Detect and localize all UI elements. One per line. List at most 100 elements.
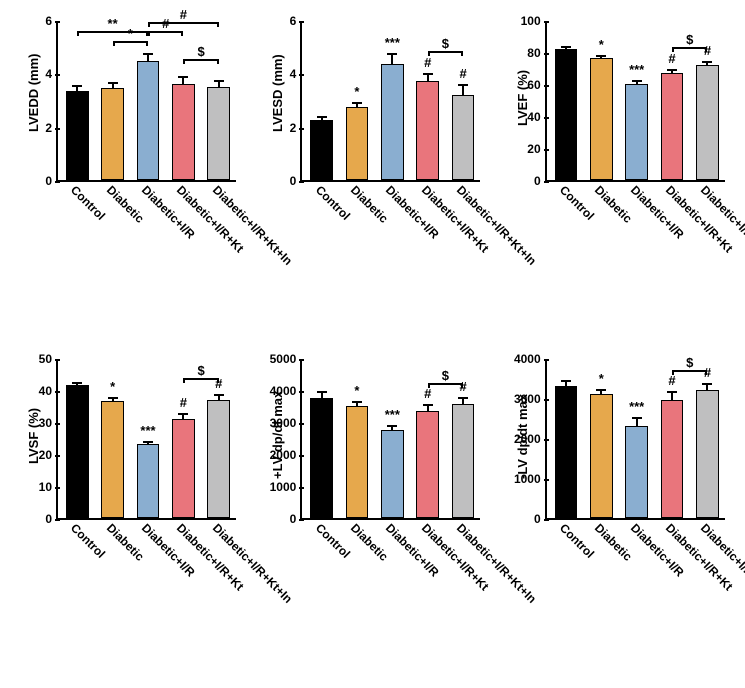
error-bar xyxy=(636,417,638,427)
bar xyxy=(416,81,439,180)
bar xyxy=(310,398,333,518)
significance-marker: *** xyxy=(629,63,644,76)
y-tick: 0 xyxy=(534,512,547,526)
plot-area: 0246ControlDiabeticDiabetic+I/RDiabetic+… xyxy=(56,22,236,182)
y-tick: 20 xyxy=(527,142,546,156)
panel-posLVdpdt: +LV dp/dt max010002000300040005000Contro… xyxy=(254,348,490,678)
plot-area: 0246ControlDiabetic*Diabetic+I/R***Diabe… xyxy=(300,22,480,182)
y-tick: 2000 xyxy=(514,432,547,446)
significance-marker: *** xyxy=(385,408,400,421)
plot-area: 020406080100ControlDiabetic*Diabetic+I/R… xyxy=(545,22,725,182)
y-axis-label: LVESD (mm) xyxy=(270,54,285,132)
bar xyxy=(452,404,475,518)
x-tick-label: Control xyxy=(312,183,352,223)
error-bar xyxy=(218,394,220,400)
y-tick: 80 xyxy=(527,46,546,60)
error-bar xyxy=(462,84,464,96)
plot-area: 010002000300040005000ControlDiabetic*Dia… xyxy=(300,360,480,520)
y-tick: 1000 xyxy=(514,472,547,486)
error-bar xyxy=(182,413,184,419)
bar xyxy=(381,64,404,180)
bar xyxy=(452,95,475,180)
error-bar xyxy=(76,85,78,92)
y-tick: 40 xyxy=(527,110,546,124)
x-tick-label: Diabetic xyxy=(348,521,391,564)
significance-marker: *** xyxy=(385,36,400,49)
significance-marker: * xyxy=(354,85,359,98)
bar xyxy=(555,49,578,180)
bar xyxy=(696,65,719,180)
significance-bracket xyxy=(672,370,707,372)
x-tick-label: Control xyxy=(312,521,352,561)
bracket-label: $ xyxy=(442,37,449,50)
error-bar xyxy=(636,80,638,85)
y-tick: 0 xyxy=(45,174,58,188)
error-bar xyxy=(565,46,567,50)
bar xyxy=(625,84,648,180)
plot-area: 01000200030004000ControlDiabetic*Diabeti… xyxy=(545,360,725,520)
significance-bracket xyxy=(113,41,148,43)
y-tick: 2 xyxy=(290,121,303,135)
x-tick-label: Control xyxy=(68,183,108,223)
significance-marker: # xyxy=(424,387,431,400)
error-bar xyxy=(391,53,393,65)
bracket-label: $ xyxy=(442,369,449,382)
bracket-label: $ xyxy=(686,33,693,46)
error-bar xyxy=(147,53,149,62)
panel-LVSF: LVSF (%)01020304050ControlDiabetic*Diabe… xyxy=(10,348,246,678)
y-tick: 2000 xyxy=(270,448,303,462)
y-tick: 3000 xyxy=(514,392,547,406)
significance-marker: # xyxy=(424,56,431,69)
y-tick: 30 xyxy=(39,416,58,430)
bar xyxy=(172,419,195,518)
y-tick: 10 xyxy=(39,480,58,494)
bracket-label: $ xyxy=(197,364,204,377)
significance-marker: # xyxy=(460,67,467,80)
significance-bracket xyxy=(183,378,218,380)
panel-LVESD: LVESD (mm) 0246ControlDiabetic*Diabetic+I… xyxy=(254,10,490,340)
error-bar xyxy=(565,380,567,387)
significance-marker: *** xyxy=(629,400,644,413)
error-bar xyxy=(112,82,114,89)
significance-bracket xyxy=(672,47,707,49)
error-bar xyxy=(112,397,114,402)
panel-LVEF: LVEF (%)020406080100ControlDiabetic*Diab… xyxy=(499,10,735,340)
bar xyxy=(381,430,404,518)
bracket-label: # xyxy=(180,8,187,21)
error-bar xyxy=(356,401,358,407)
significance-marker: * xyxy=(110,380,115,393)
y-tick: 0 xyxy=(45,512,58,526)
bar xyxy=(310,120,333,180)
y-tick: 4 xyxy=(45,67,58,81)
significance-marker: * xyxy=(354,384,359,397)
y-tick: 6 xyxy=(290,14,303,28)
y-tick: 60 xyxy=(527,78,546,92)
y-tick: 5000 xyxy=(270,352,303,366)
significance-marker: *** xyxy=(140,424,155,437)
bar xyxy=(101,401,124,518)
y-tick: 50 xyxy=(39,352,58,366)
y-tick: 6 xyxy=(45,14,58,28)
bar xyxy=(137,444,160,518)
error-bar xyxy=(321,391,323,399)
panel-LVEDD: LVEDD (mm)0246ControlDiabeticDiabetic+I/… xyxy=(10,10,246,340)
bar xyxy=(590,394,613,518)
plot-area: 01020304050ControlDiabetic*Diabetic+I/R*… xyxy=(56,360,236,520)
bracket-label: $ xyxy=(197,45,204,58)
y-tick: 40 xyxy=(39,384,58,398)
error-bar xyxy=(671,69,673,74)
x-tick-label: Diabetic xyxy=(592,521,635,564)
error-bar xyxy=(600,55,602,60)
bar xyxy=(590,58,613,180)
significance-bracket xyxy=(77,31,148,33)
bar xyxy=(696,390,719,518)
bar xyxy=(137,61,160,180)
significance-marker: # xyxy=(180,396,187,409)
y-tick: 3000 xyxy=(270,416,303,430)
error-bar xyxy=(218,80,220,88)
chart-grid: LVEDD (mm)0246ControlDiabeticDiabetic+I/… xyxy=(10,10,735,678)
error-bar xyxy=(76,382,78,386)
significance-marker: * xyxy=(599,372,604,385)
error-bar xyxy=(391,425,393,431)
significance-marker: # xyxy=(668,374,675,387)
